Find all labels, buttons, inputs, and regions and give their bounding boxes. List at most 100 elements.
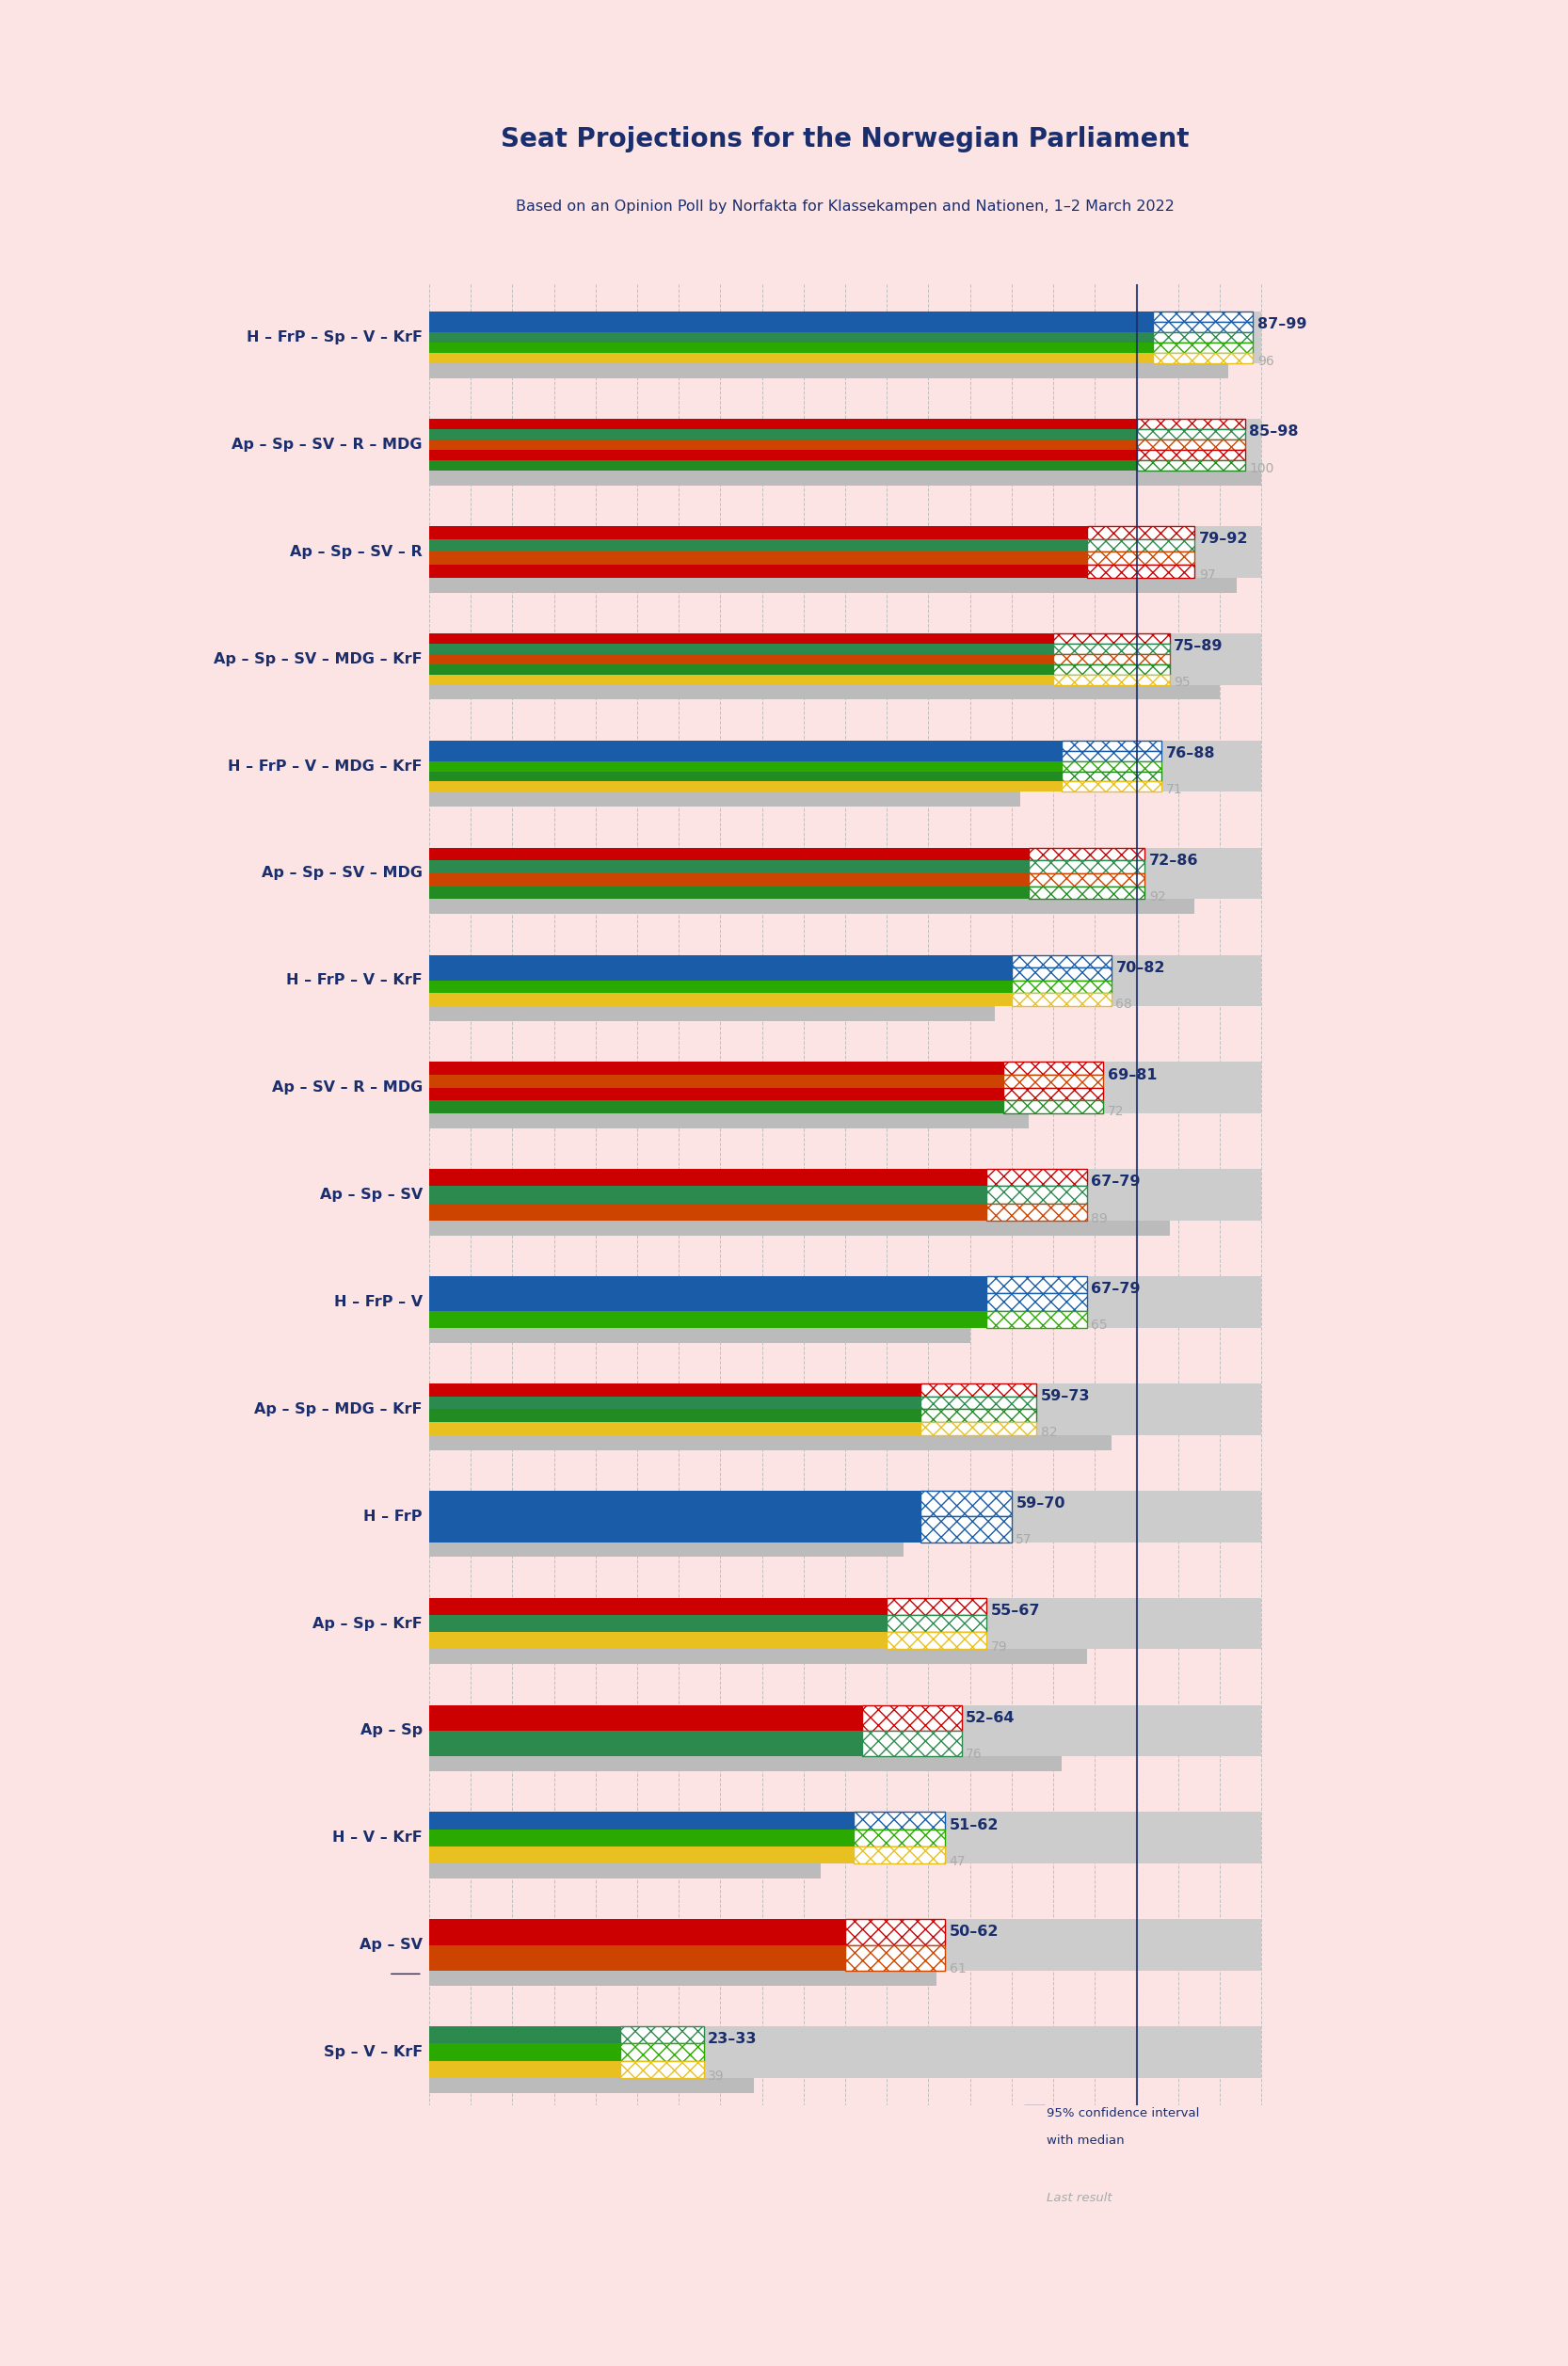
Bar [430,1074,1004,1088]
Text: 50–62: 50–62 [949,1926,999,1940]
Text: Ap – Sp – SV – MDG: Ap – Sp – SV – MDG [262,866,422,880]
Bar [430,1706,1261,1756]
Bar [430,873,1029,887]
Text: 61: 61 [949,1961,966,1976]
Bar [430,565,1087,577]
Bar [430,1294,986,1311]
Bar [430,750,1062,762]
Bar [920,1384,1036,1396]
Bar [430,1384,920,1396]
Bar [920,1384,1036,1396]
Bar [430,1829,853,1845]
Bar [430,634,1054,644]
Bar [430,684,1220,700]
Bar [430,956,1011,968]
Bar [1004,1062,1104,1074]
Bar [430,353,1152,364]
Bar [1087,565,1195,577]
Bar [853,1812,946,1829]
Bar [430,1543,903,1557]
Bar [853,1845,946,1864]
Bar [430,2061,621,2077]
Bar [887,1616,986,1633]
Bar [920,1491,1011,1517]
Bar [887,1597,986,1616]
Text: 82: 82 [1041,1427,1057,1439]
Bar [1004,1100,1104,1114]
Bar [1152,343,1253,353]
Bar [887,1616,986,1633]
Bar [986,1275,1087,1294]
Bar [1087,551,1195,565]
Bar [430,331,1152,343]
Bar [430,634,1261,684]
Text: 96: 96 [1258,355,1273,367]
Bar [430,525,1261,577]
Bar [430,419,1137,428]
Text: 95: 95 [1174,677,1190,689]
Bar [430,1730,862,1756]
Bar [1152,312,1253,322]
Bar [430,539,1087,551]
Text: 97: 97 [1200,568,1215,582]
Bar [845,1945,946,1971]
Bar [920,1422,1036,1434]
Bar [853,1829,946,1845]
Text: 100: 100 [1248,461,1273,476]
Bar [986,1185,1087,1204]
Bar [430,762,1062,771]
Bar [853,1812,946,1829]
Bar [1029,887,1145,899]
Bar [1137,459,1245,471]
Text: 69–81: 69–81 [1107,1067,1157,1081]
Bar [430,1597,887,1616]
Bar [1011,980,1112,994]
Bar [430,1221,1170,1235]
Bar [1087,539,1195,551]
Text: Ap – Sp – SV – R – MDG: Ap – Sp – SV – R – MDG [232,438,422,452]
Bar [1062,750,1162,762]
Text: 55–67: 55–67 [991,1604,1040,1618]
Bar [1029,873,1145,887]
Bar [430,994,1011,1006]
Bar [1062,741,1162,750]
Text: 85–98: 85–98 [1248,426,1298,438]
Bar [1137,428,1245,440]
Bar [430,312,1261,364]
Text: Ap – Sp – MDG – KrF: Ap – Sp – MDG – KrF [254,1403,422,1417]
Text: 87–99: 87–99 [1258,317,1306,331]
Text: 52–64: 52–64 [966,1711,1016,1725]
Bar [430,364,1228,379]
Bar [1029,847,1145,861]
Bar [430,1062,1261,1114]
Bar [1004,1088,1104,1100]
Bar [430,653,1054,665]
Bar [1029,847,1145,861]
Bar [1004,1074,1104,1088]
Bar [1024,2106,1044,2165]
Text: 72: 72 [1107,1105,1124,1117]
Bar [986,1294,1087,1311]
Bar [986,1204,1087,1221]
Bar [1152,331,1253,343]
Bar [1054,665,1170,674]
Text: Ap – SV – R – MDG: Ap – SV – R – MDG [271,1081,422,1095]
Bar [1011,994,1112,1006]
Text: H – FrP: H – FrP [364,1510,422,1524]
Bar [430,1204,986,1221]
Text: 47: 47 [949,1855,966,1869]
Bar [853,1845,946,1864]
Bar [853,1829,946,1845]
Bar [430,419,1261,471]
Bar [430,861,1029,873]
Bar [845,1919,946,1945]
Text: H – V – KrF: H – V – KrF [332,1831,422,1845]
Bar [1029,887,1145,899]
Bar [1054,653,1170,665]
Bar [430,1185,986,1204]
Text: H – FrP – V – MDG – KrF: H – FrP – V – MDG – KrF [227,759,422,774]
Bar [1137,419,1245,428]
Bar [986,1275,1087,1294]
Bar [1054,674,1170,684]
Bar [887,1633,986,1649]
